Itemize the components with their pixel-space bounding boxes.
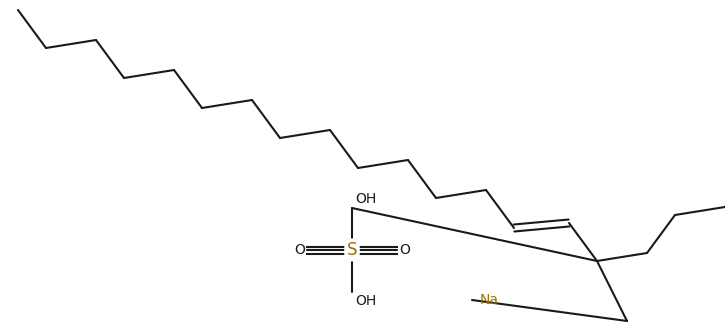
Text: O: O bbox=[399, 243, 410, 257]
Text: S: S bbox=[347, 241, 357, 259]
Text: Na: Na bbox=[480, 293, 499, 307]
Text: OH: OH bbox=[355, 192, 376, 206]
Text: OH: OH bbox=[355, 294, 376, 308]
Text: O: O bbox=[294, 243, 305, 257]
